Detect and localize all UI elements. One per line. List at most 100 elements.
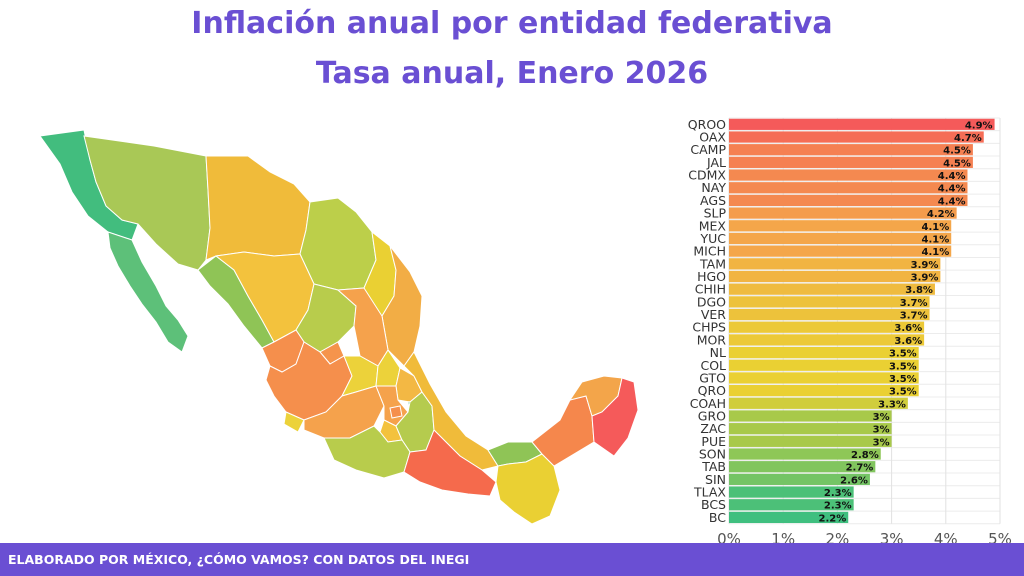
category-label: MICH [693, 244, 726, 259]
value-label: 2.7% [846, 463, 874, 474]
bar-nl [729, 346, 919, 359]
bar-ags [729, 194, 968, 207]
chart-title: Inflación anual por entidad federativa [191, 6, 833, 41]
category-label: BCS [701, 497, 726, 512]
category-label: SLP [704, 206, 727, 221]
value-label: 3.9% [911, 260, 939, 271]
source-note: ELABORADO POR MÉXICO, ¿CÓMO VAMOS? CON D… [8, 552, 470, 567]
value-label: 2.3% [824, 488, 852, 499]
value-label: 3.5% [889, 387, 917, 398]
category-label: MOR [697, 332, 727, 347]
bar-qroo [729, 118, 995, 130]
bar-tlax [729, 486, 854, 498]
category-label: VER [701, 307, 726, 322]
category-label: NAY [701, 180, 726, 195]
x-tick-label: 1% [771, 530, 795, 544]
category-labels: QROOOAXCAMPJALCDMXNAYAGSSLPMEXYUCMICHTAM… [688, 117, 727, 525]
bar-bc [729, 511, 849, 524]
value-label: 3.5% [889, 374, 917, 385]
value-label: 3.7% [900, 298, 928, 309]
x-tick-label: 3% [880, 530, 904, 544]
category-label: YUC [699, 231, 726, 246]
map-state-qroo [591, 377, 639, 457]
value-label: 4.1% [921, 247, 949, 258]
value-label: 4.4% [938, 171, 966, 182]
category-label: JAL [706, 155, 726, 170]
map-state-cdmx [389, 405, 403, 419]
bar-chih [729, 283, 935, 295]
bar-chps [729, 321, 925, 333]
mexico-choropleth-map [39, 129, 639, 525]
bar-coah [729, 397, 908, 409]
value-label: 4.4% [938, 196, 966, 207]
bar-sin [729, 473, 870, 485]
value-label: 3.6% [894, 336, 922, 347]
value-label: 4.1% [921, 234, 949, 245]
bar-gto [729, 372, 919, 384]
value-label: 4.9% [965, 120, 993, 131]
category-label: CHPS [692, 320, 726, 335]
bar-jal [729, 156, 973, 168]
category-label: GRO [698, 408, 726, 423]
category-label: COL [700, 358, 726, 373]
value-label: 2.3% [824, 501, 852, 512]
map-state-chih [205, 155, 311, 261]
bar-mex [729, 220, 952, 232]
category-label: QROO [688, 117, 726, 132]
value-label: 3% [873, 437, 890, 448]
map-state-col [283, 411, 305, 433]
category-label: HGO [697, 269, 726, 284]
category-label: TLAX [693, 485, 726, 500]
category-label: MEX [699, 218, 727, 233]
x-tick-label: 4% [934, 530, 958, 544]
value-label: 3.6% [894, 323, 922, 334]
value-label: 4.4% [938, 184, 966, 195]
bar-qro [729, 385, 919, 397]
category-label: CDMX [688, 168, 726, 183]
value-labels: 4.9%4.7%4.5%4.5%4.4%4.4%4.4%4.2%4.1%4.1%… [819, 120, 993, 524]
bar-dgo [729, 296, 930, 308]
value-label: 3% [873, 425, 890, 436]
x-axis-ticks: 0% 1% 2% 3% 4% 5% [717, 530, 1012, 544]
map-state-coah [299, 197, 377, 291]
category-label: PUE [701, 434, 726, 449]
category-label: CHIH [695, 282, 726, 297]
bar-cdmx [729, 169, 968, 181]
value-label: 2.2% [819, 513, 847, 524]
category-label: NL [710, 345, 726, 360]
x-tick-label: 0% [717, 530, 741, 544]
category-label: AGS [700, 193, 726, 208]
category-label: SON [699, 447, 726, 462]
category-label: CAMP [690, 142, 726, 157]
category-label: OAX [699, 130, 726, 145]
bar-pue [729, 435, 892, 447]
value-label: 3.5% [889, 361, 917, 372]
bar-ver [729, 308, 930, 321]
x-tick-label: 5% [988, 530, 1012, 544]
value-label: 3.7% [900, 311, 928, 322]
bar-camp [729, 144, 973, 156]
category-label: DGO [697, 294, 726, 309]
category-label: TAM [699, 256, 726, 271]
category-label: ZAC [700, 421, 726, 436]
category-label: TAB [701, 459, 726, 474]
map-state-chps [495, 453, 561, 525]
bar-mich [729, 245, 952, 257]
bar-slp [729, 207, 957, 219]
bar-son [729, 448, 881, 460]
category-label: COAH [690, 396, 726, 411]
footer-bar: ELABORADO POR MÉXICO, ¿CÓMO VAMOS? CON D… [0, 543, 1024, 576]
category-label: BC [709, 510, 726, 525]
category-label: GTO [699, 370, 726, 385]
bar-mor [729, 334, 925, 346]
value-label: 2.6% [840, 475, 868, 486]
category-label: SIN [705, 472, 726, 487]
grid-layer [728, 117, 1001, 525]
bar-yuc [729, 232, 952, 245]
bar-col [729, 359, 919, 371]
value-label: 4.1% [921, 222, 949, 233]
map-state-gro [323, 425, 411, 479]
bar-nay [729, 182, 968, 194]
value-label: 3.8% [905, 285, 933, 296]
bar-tab [729, 461, 876, 473]
